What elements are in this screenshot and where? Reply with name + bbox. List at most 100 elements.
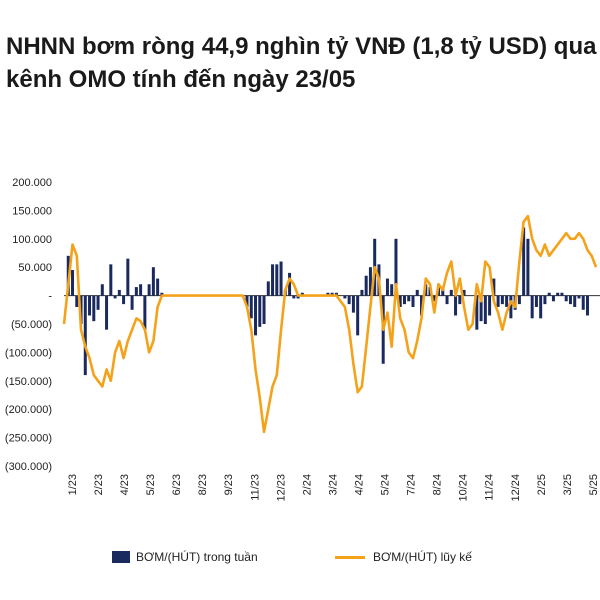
bar bbox=[573, 295, 577, 307]
bar bbox=[394, 238, 398, 296]
bar bbox=[475, 295, 479, 330]
bar bbox=[288, 272, 292, 296]
x-tick-label: 5/23 bbox=[145, 474, 157, 495]
bar bbox=[126, 258, 130, 296]
bar bbox=[147, 284, 151, 296]
line-swatch-icon bbox=[335, 555, 365, 559]
bar bbox=[330, 292, 334, 296]
bar bbox=[92, 295, 96, 322]
bar bbox=[296, 295, 300, 299]
bar bbox=[505, 295, 509, 307]
x-tick-label: 4/23 bbox=[119, 474, 131, 495]
x-tick-label: 10/24 bbox=[458, 474, 470, 502]
bar bbox=[441, 287, 445, 296]
bar bbox=[109, 264, 113, 296]
bar bbox=[326, 292, 330, 296]
bar bbox=[402, 295, 406, 305]
x-tick-label: 2/24 bbox=[301, 474, 313, 495]
bar bbox=[420, 295, 424, 316]
bar bbox=[539, 295, 543, 319]
bar-swatch-icon bbox=[112, 551, 130, 563]
bar bbox=[254, 295, 258, 336]
bar bbox=[356, 295, 360, 336]
bar bbox=[462, 289, 466, 296]
bar bbox=[509, 295, 513, 319]
bar bbox=[390, 284, 394, 296]
legend-item-bars: BƠM/(HÚT) trong tuần bbox=[112, 550, 258, 564]
bar bbox=[411, 295, 415, 307]
bar bbox=[151, 267, 155, 296]
bar bbox=[556, 292, 560, 296]
bar bbox=[300, 292, 304, 296]
y-tick-label: (300.000) bbox=[5, 461, 52, 473]
bar bbox=[432, 295, 436, 302]
bar bbox=[75, 295, 79, 307]
x-tick-label: 5/25 bbox=[588, 474, 600, 495]
bar bbox=[398, 295, 402, 307]
x-tick-label: 12/23 bbox=[275, 474, 287, 502]
x-tick-label: 9/23 bbox=[223, 474, 235, 495]
legend-label-line: BƠM/(HÚT) lũy kế bbox=[373, 550, 472, 564]
y-tick-label: - bbox=[48, 291, 52, 303]
bar bbox=[117, 289, 121, 296]
bar bbox=[100, 284, 104, 296]
bar bbox=[262, 295, 266, 324]
bar bbox=[360, 289, 364, 296]
bar bbox=[543, 295, 547, 305]
bar bbox=[275, 264, 279, 296]
bar bbox=[530, 295, 534, 319]
bar bbox=[334, 292, 338, 296]
bar bbox=[568, 295, 572, 305]
y-tick-label: (150.000) bbox=[5, 376, 52, 388]
y-tick-label: (250.000) bbox=[5, 433, 52, 445]
x-tick-label: 6/23 bbox=[171, 474, 183, 495]
y-tick-label: 100.000 bbox=[12, 234, 52, 246]
bar bbox=[407, 295, 411, 302]
bar bbox=[479, 295, 483, 322]
x-tick-label: 3/24 bbox=[327, 474, 339, 495]
bar bbox=[522, 227, 526, 296]
bar bbox=[449, 289, 453, 296]
bar bbox=[517, 295, 521, 305]
x-tick-label: 8/23 bbox=[197, 474, 209, 495]
bar bbox=[130, 295, 134, 310]
bar bbox=[385, 278, 389, 296]
bar bbox=[160, 292, 164, 296]
x-tick-label: 8/24 bbox=[432, 474, 444, 495]
x-tick-label: 5/24 bbox=[380, 474, 392, 495]
bar bbox=[445, 295, 449, 305]
x-tick-label: 11/23 bbox=[249, 474, 261, 501]
bar bbox=[266, 281, 270, 296]
legend-label-bars: BƠM/(HÚT) trong tuần bbox=[136, 550, 258, 564]
bar bbox=[105, 295, 109, 330]
bar bbox=[134, 287, 138, 296]
bar bbox=[585, 295, 589, 316]
bar bbox=[71, 270, 75, 296]
bar bbox=[122, 295, 126, 305]
bar bbox=[96, 295, 100, 310]
bar bbox=[88, 295, 92, 316]
bar bbox=[488, 295, 492, 316]
bar bbox=[547, 292, 551, 296]
bar bbox=[564, 295, 568, 302]
bar bbox=[245, 295, 249, 307]
bar bbox=[156, 278, 160, 296]
bar bbox=[292, 295, 296, 299]
y-tick-label: (100.000) bbox=[5, 347, 52, 359]
bar bbox=[551, 295, 555, 302]
bar bbox=[364, 275, 368, 296]
x-tick-label: 11/24 bbox=[484, 474, 496, 501]
bar bbox=[271, 264, 275, 296]
bar bbox=[347, 295, 351, 305]
x-tick-label: 1/23 bbox=[67, 474, 79, 495]
bar bbox=[581, 295, 585, 310]
y-tick-label: 50.000 bbox=[18, 262, 52, 274]
x-tick-label: 3/25 bbox=[562, 474, 574, 495]
bar bbox=[483, 295, 487, 324]
bar bbox=[454, 295, 458, 316]
bar bbox=[368, 267, 372, 296]
y-tick-label: 200.000 bbox=[12, 177, 52, 189]
bar bbox=[143, 295, 147, 330]
bar bbox=[83, 295, 87, 376]
